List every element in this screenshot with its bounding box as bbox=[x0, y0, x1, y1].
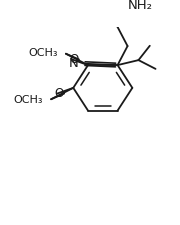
Text: NH₂: NH₂ bbox=[128, 0, 153, 12]
Text: O: O bbox=[55, 87, 64, 100]
Text: O: O bbox=[69, 53, 79, 66]
Text: OCH₃: OCH₃ bbox=[28, 48, 58, 58]
Text: OCH₃: OCH₃ bbox=[14, 95, 43, 105]
Text: N: N bbox=[68, 57, 78, 70]
